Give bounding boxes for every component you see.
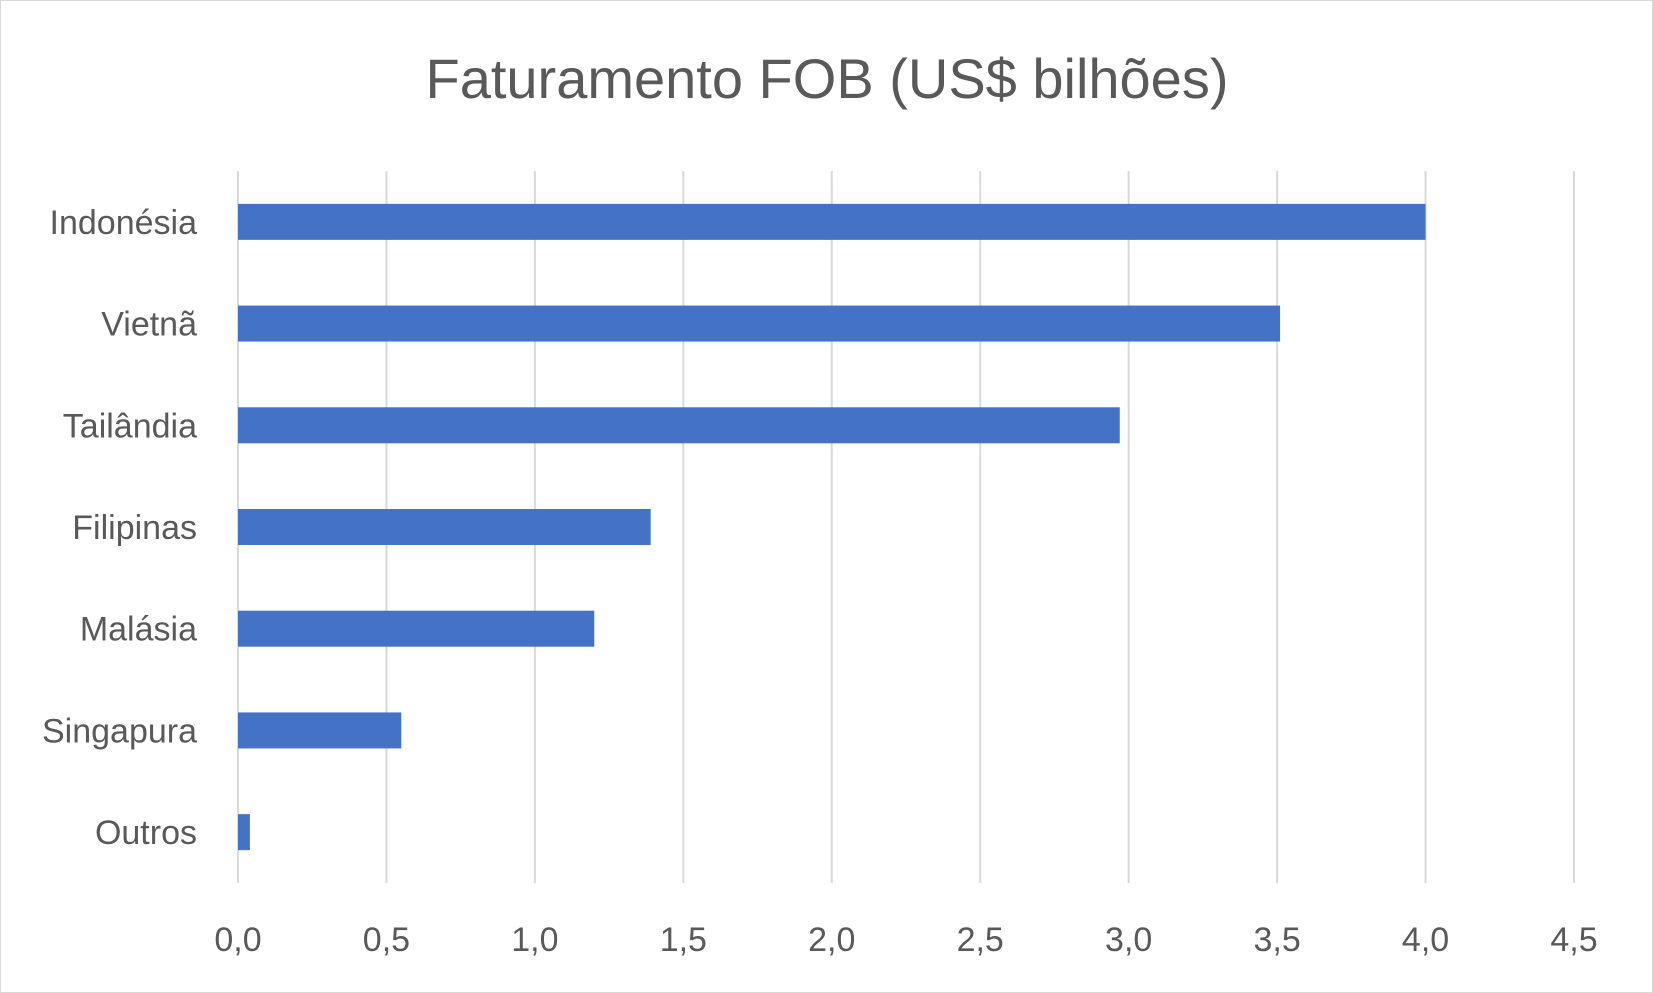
x-tick-label: 4,0	[1402, 921, 1449, 959]
category-label: Vietnã	[101, 306, 197, 344]
category-label: Tailândia	[63, 407, 197, 445]
x-tick-label: 0,0	[214, 921, 261, 959]
bar	[238, 203, 1426, 240]
category-label: Indonésia	[50, 204, 198, 242]
bar	[238, 712, 402, 749]
bar	[238, 305, 1281, 342]
bar	[238, 610, 595, 647]
x-tick-label: 3,0	[1105, 921, 1152, 959]
x-tick-label: 0,5	[363, 921, 410, 959]
category-label: Filipinas	[72, 509, 197, 547]
bars	[238, 203, 1426, 851]
category-labels: Indonésia Vietnã Tailândia Filipinas Malásia…	[42, 204, 197, 852]
gridlines	[237, 171, 1575, 883]
x-tick-label: 1,5	[660, 921, 707, 959]
chart-title: Faturamento FOB (US$ bilhões)	[426, 47, 1229, 110]
x-tick-label: 2,5	[957, 921, 1004, 959]
bar	[238, 407, 1120, 444]
x-tick-label: 2,0	[808, 921, 855, 959]
bar	[238, 814, 250, 851]
bar	[238, 509, 651, 545]
category-label: Outros	[95, 814, 197, 852]
x-tick-labels: 0,0 0,5 1,0 1,5 2,0 2,5 3,0 3,5 4,0 4,5	[214, 921, 1597, 959]
x-tick-label: 1,0	[511, 921, 558, 959]
x-tick-label: 4,5	[1550, 921, 1597, 959]
category-label: Singapura	[42, 712, 197, 750]
x-tick-label: 3,5	[1253, 921, 1300, 959]
category-label: Malásia	[80, 611, 197, 649]
